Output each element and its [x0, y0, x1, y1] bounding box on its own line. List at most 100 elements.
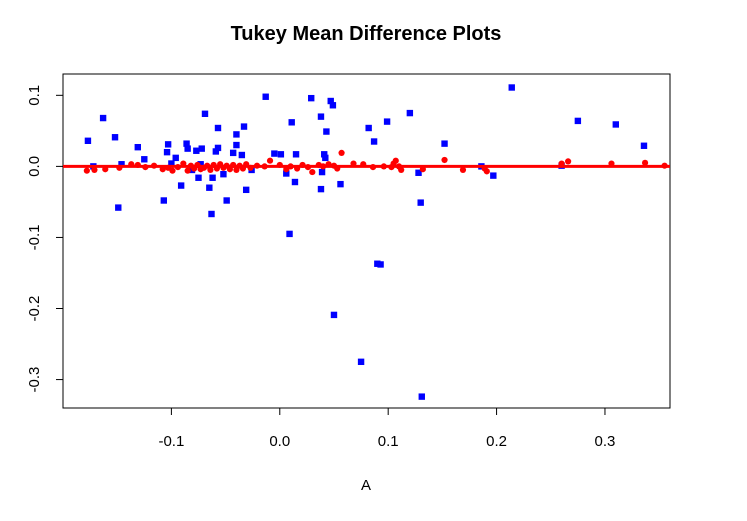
blue-square-point	[377, 261, 384, 268]
blue-square-point	[183, 140, 190, 147]
blue-square-point	[508, 84, 515, 91]
red-circle-point	[309, 168, 316, 176]
blue-square-point	[327, 97, 334, 105]
plot-area	[63, 84, 670, 400]
red-circle-point	[128, 161, 135, 168]
blue-square-point	[141, 156, 148, 163]
blue-square-point	[321, 151, 328, 158]
red-circle-point	[380, 163, 387, 170]
x-tick-label: 0.0	[269, 433, 290, 450]
blue-square-point	[233, 141, 240, 149]
blue-square-point	[283, 170, 290, 177]
blue-square-point	[209, 174, 216, 181]
red-circle-point	[350, 160, 357, 167]
red-circle-point	[239, 165, 247, 172]
red-circle-point	[159, 166, 166, 173]
blue-square-point	[118, 161, 125, 168]
y-tick-label: -0.1	[26, 225, 43, 251]
red-circle-point	[661, 162, 668, 169]
blue-square-point	[214, 144, 222, 152]
red-circle-point	[102, 166, 109, 173]
blue-square-point	[441, 140, 448, 147]
red-circle-point	[299, 161, 306, 169]
blue-square-point	[238, 151, 246, 159]
blue-square-point	[115, 204, 122, 211]
red-circle-point	[261, 163, 268, 170]
red-circle-point	[320, 163, 327, 170]
blue-square-point	[99, 114, 107, 122]
blue-square-point	[322, 154, 329, 162]
blue-square-point	[134, 143, 141, 151]
red-circle-point	[304, 163, 312, 171]
blue-square-point	[365, 124, 372, 132]
red-circle-point	[641, 159, 649, 166]
blue-square-point	[574, 117, 582, 125]
red-circle-point	[392, 157, 399, 164]
blue-square-point	[271, 150, 278, 157]
blue-square-point	[406, 109, 414, 117]
blue-square-point	[242, 186, 250, 194]
red-circle-point	[83, 167, 90, 174]
blue-square-point	[417, 199, 424, 206]
x-tick-label: 0.1	[378, 433, 399, 450]
blue-square-point	[197, 161, 204, 168]
blue-square-point	[111, 134, 119, 141]
blue-square-point	[164, 141, 172, 148]
red-circle-point	[91, 166, 98, 174]
red-circle-point	[194, 161, 201, 169]
blue-square-point	[370, 138, 378, 145]
red-circle-point	[233, 166, 240, 174]
blue-square-point	[172, 154, 179, 162]
blue-square-point	[418, 393, 425, 400]
blue-square-point	[206, 184, 213, 191]
red-circle-point	[230, 161, 237, 169]
red-circle-point	[565, 158, 572, 165]
blue-square-point	[337, 180, 344, 188]
y-tick-label: -0.2	[26, 296, 43, 322]
blue-square-point	[168, 160, 175, 167]
red-circle-point	[441, 156, 448, 164]
red-circle-point	[294, 165, 301, 172]
blue-square-point	[490, 172, 497, 179]
blue-square-point	[208, 210, 215, 218]
blue-square-point	[163, 148, 171, 156]
blue-square-point	[286, 230, 293, 238]
red-circle-point	[243, 161, 250, 168]
red-circle-point	[226, 166, 234, 173]
blue-square-point	[262, 93, 269, 100]
blue-square-point	[201, 110, 209, 117]
x-axis-label: A	[361, 477, 371, 494]
blue-square-point	[357, 358, 365, 366]
red-circle-point	[334, 165, 341, 172]
chart-title: Tukey Mean Difference Plots	[231, 23, 502, 45]
blue-square-point	[229, 149, 237, 157]
blue-square-point	[193, 147, 200, 154]
red-circle-point	[266, 157, 274, 164]
blue-square-point	[277, 151, 285, 158]
blue-square-point	[291, 178, 299, 186]
red-circle-point	[204, 162, 211, 169]
y-tick-label: 0.0	[26, 156, 43, 177]
red-circle-point	[142, 163, 149, 171]
blue-square-point	[612, 121, 620, 128]
x-axis: -0.1 0.0 0.1 0.2 0.3	[158, 407, 615, 450]
blue-square-point	[160, 197, 168, 204]
x-tick-label: 0.2	[486, 433, 507, 450]
red-circle-point	[174, 163, 181, 171]
blue-square-point	[184, 145, 191, 152]
blue-square-point	[233, 131, 240, 138]
red-circle-point	[169, 167, 176, 174]
blue-square-point	[198, 145, 205, 152]
red-circle-point	[276, 161, 283, 169]
red-circle-point	[419, 166, 426, 173]
blue-square-point	[292, 151, 300, 158]
blue-square-point	[415, 169, 422, 176]
blue-square-point	[240, 123, 248, 130]
red-circle-point	[253, 162, 261, 169]
blue-square-point	[317, 113, 325, 120]
red-circle-point	[398, 166, 405, 174]
red-circle-point	[184, 167, 191, 174]
y-tick-label: -0.3	[26, 367, 43, 393]
blue-square-point	[212, 148, 220, 155]
